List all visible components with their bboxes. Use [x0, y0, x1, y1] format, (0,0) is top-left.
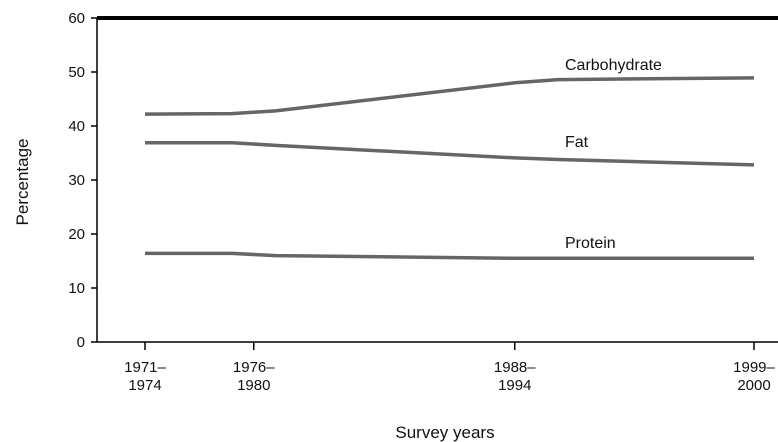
x-tick-label: 1999– 2000 — [733, 359, 775, 394]
labels-layer: Carbohydrate Fat Protein — [565, 57, 662, 252]
y-tick-label: 30 — [68, 172, 85, 189]
y-tick-label: 40 — [68, 118, 85, 135]
x-axis-title: Survey years — [395, 423, 494, 442]
series-line-fat — [145, 140, 755, 167]
y-axis-title: Percentage — [13, 139, 32, 226]
y-tick-label: 0 — [77, 334, 85, 351]
series-label-protein: Protein — [565, 235, 616, 252]
y-tick-label: 50 — [68, 64, 85, 81]
x-tick-label: 1976– 1980 — [233, 359, 275, 394]
series-layer — [144, 76, 755, 261]
x-tick-label: 1988– 1994 — [494, 359, 536, 394]
series-label-carbohydrate: Carbohydrate — [565, 57, 662, 74]
y-tick-label: 20 — [68, 226, 85, 243]
x-tick-label: 1971– 1974 — [124, 359, 166, 394]
y-tick-label: 60 — [68, 10, 85, 27]
series-line-protein — [145, 251, 754, 261]
y-tick-label: 10 — [68, 280, 85, 297]
axes-layer: 0 10 20 30 40 50 60 1971– 1974 1976– 1980 1988– 1994… — [68, 10, 778, 394]
series-label-fat: Fat — [565, 134, 589, 151]
series-line-carbohydrate — [144, 76, 755, 116]
